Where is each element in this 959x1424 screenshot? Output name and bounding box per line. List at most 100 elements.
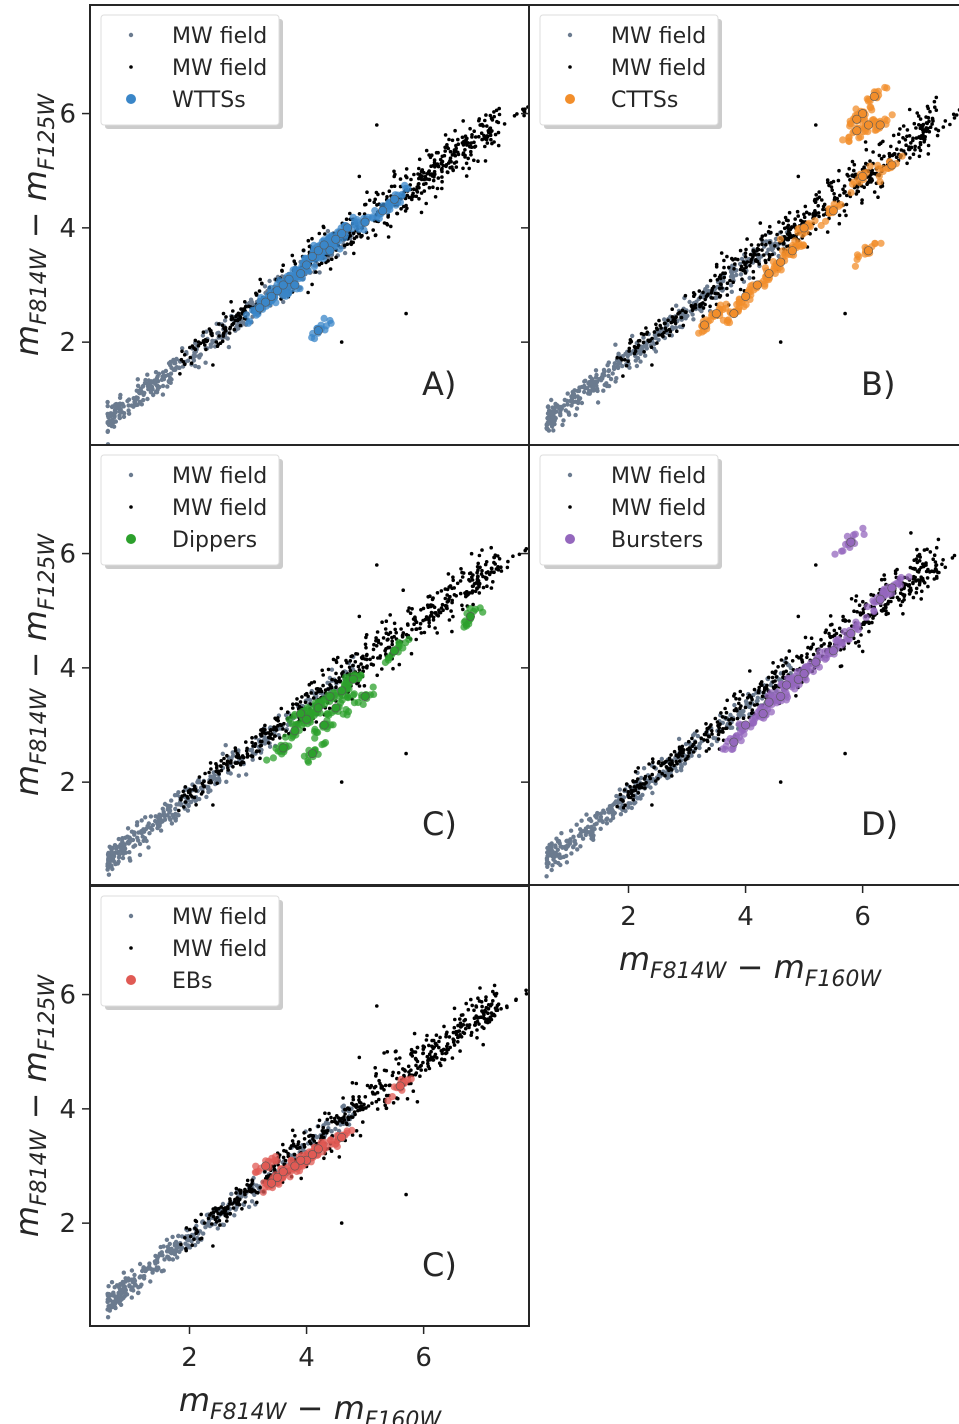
mw-field-black-point [502, 122, 507, 126]
mw-field-black-point [644, 326, 648, 330]
mw-field-black-point [884, 612, 888, 617]
highlight-point [828, 646, 838, 656]
highlight-point [875, 594, 885, 604]
mw-field-black-point [816, 204, 820, 208]
mw-field-gray-point [601, 388, 606, 393]
mw-field-black-point [420, 168, 425, 172]
mw-field-black-point [217, 771, 221, 776]
mw-field-gray-point [610, 813, 616, 818]
mw-field-gray-point [569, 851, 574, 856]
mw-field-black-point [743, 251, 748, 255]
mw-field-black-point [906, 584, 911, 588]
mw-field-black-point [827, 631, 831, 636]
mw-field-gray-point [648, 785, 653, 790]
mw-field-black-point [914, 590, 919, 595]
mw-field-black-point [901, 136, 905, 140]
mw-field-black-point [952, 553, 957, 558]
mw-field-black-point [493, 132, 498, 137]
y-tick-label: 4 [59, 214, 76, 244]
highlight-point [799, 223, 809, 233]
highlight-point [255, 303, 265, 313]
mw-field-black-point [748, 701, 753, 705]
mw-field-black-point [348, 211, 352, 216]
mw-field-black-point [189, 361, 194, 366]
mw-field-black-point [366, 236, 370, 240]
mw-field-black-point [436, 176, 441, 180]
mw-field-black-point [291, 706, 295, 710]
mw-field-black-point [702, 738, 706, 742]
mw-field-black-point [466, 592, 470, 597]
mw-field-black-point [461, 166, 465, 171]
mw-field-black-point [409, 651, 414, 656]
mw-field-black-point [837, 626, 842, 631]
mw-field-black-point [310, 282, 314, 287]
mw-field-gray-point [185, 358, 191, 363]
highlight-point [272, 286, 282, 296]
panel-label: D) [861, 805, 898, 843]
legend-marker [129, 505, 133, 509]
mw-field-black-point [933, 560, 938, 564]
highlight-point [776, 257, 786, 267]
highlight-point [325, 246, 335, 256]
mw-field-black-point [631, 794, 636, 798]
mw-field-black-point [813, 200, 818, 204]
mw-field-black-point [857, 603, 862, 607]
mw-field-black-point [760, 242, 764, 246]
mw-field-black-point [233, 318, 237, 323]
legend-marker [568, 505, 572, 509]
mw-field-black-point [786, 223, 791, 228]
mw-field-black-point [339, 340, 344, 344]
mw-field-black-point [925, 576, 930, 580]
mw-field-black-point [882, 573, 886, 577]
mw-field-gray-point [210, 338, 215, 343]
mw-field-black-point [506, 559, 510, 564]
mw-field-black-point [378, 654, 383, 658]
mw-field-black-point [393, 627, 398, 632]
highlight-cloud-point [281, 733, 290, 741]
mw-field-black-point [417, 182, 421, 186]
mw-field-black-point [853, 641, 858, 645]
mw-field-black-point [749, 243, 754, 247]
mw-field-gray-point [556, 404, 562, 409]
mw-field-black-point [418, 621, 423, 626]
mw-field-gray-point [626, 805, 631, 810]
mw-field-gray-point [105, 403, 110, 409]
mw-field-black-point [422, 189, 427, 193]
mw-field-black-point [661, 334, 665, 339]
mw-field-black-point [763, 258, 768, 263]
mw-field-gray-point [564, 853, 569, 859]
mw-field-gray-point [166, 805, 171, 810]
mw-field-gray-point [127, 850, 132, 855]
mw-field-black-point [719, 711, 723, 715]
mw-field-gray-point [617, 787, 622, 792]
mw-field-black-point [414, 194, 419, 199]
mw-field-black-point [392, 184, 397, 188]
mw-field-black-point [731, 280, 735, 285]
mw-field-black-point [762, 253, 766, 257]
mw-field-black-point [231, 765, 235, 769]
mw-field-gray-point [112, 408, 118, 413]
mw-field-black-point [405, 175, 409, 180]
mw-field-black-point [372, 200, 377, 204]
highlight-cloud-point [350, 699, 359, 707]
mw-field-gray-point [573, 841, 578, 846]
highlight-cloud-point [870, 607, 878, 616]
mw-field-gray-point [135, 395, 140, 401]
mw-field-black-point [469, 153, 473, 157]
highlight-cloud-point [359, 700, 367, 709]
mw-field-black-point [636, 766, 640, 770]
mw-field-black-point [722, 265, 726, 270]
mw-field-black-point [765, 683, 769, 688]
mw-field-black-point [663, 773, 667, 778]
mw-field-gray-point [786, 663, 792, 668]
mw-field-black-point [759, 680, 764, 684]
mw-field-gray-point [629, 805, 634, 811]
mw-field-gray-point [147, 831, 152, 836]
mw-field-black-point [234, 314, 238, 319]
mw-field-gray-point [116, 402, 121, 407]
mw-field-black-point [409, 177, 413, 182]
mw-field-black-point [359, 662, 363, 666]
mw-field-black-point [619, 797, 623, 802]
mw-field-black-point [374, 644, 379, 648]
mw-field-black-point [489, 137, 493, 142]
